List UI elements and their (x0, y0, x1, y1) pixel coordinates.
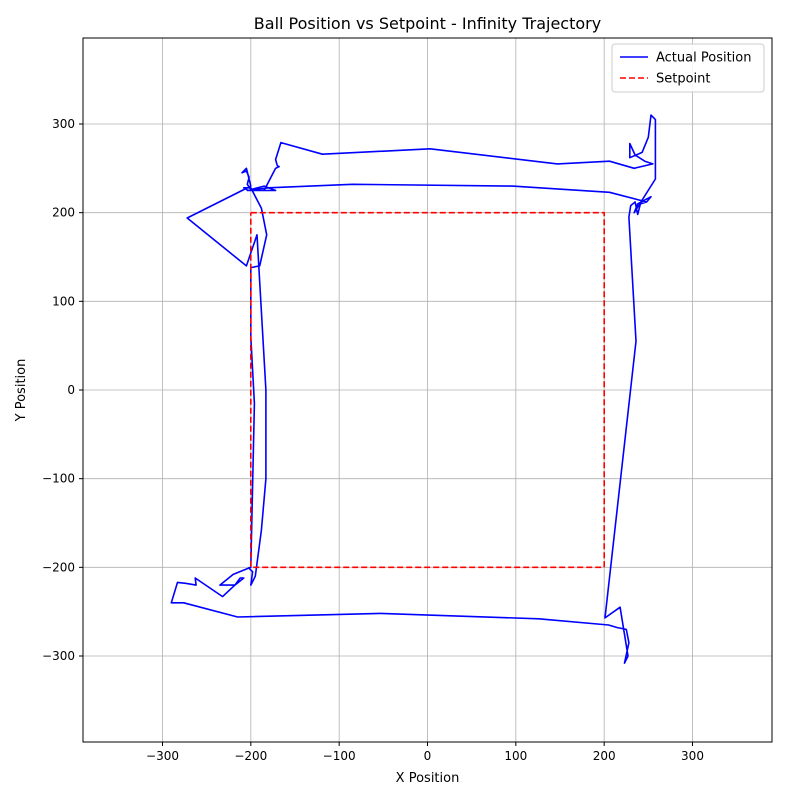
x-tick-label: 200 (593, 749, 616, 763)
y-tick-label: 200 (52, 206, 75, 220)
series-layer (170, 114, 657, 664)
legend-label: Setpoint (656, 72, 711, 87)
x-tick-label: 0 (424, 749, 432, 763)
y-axis-label: Y Position (14, 359, 29, 423)
legend: Actual Position Setpoint (611, 43, 765, 93)
y-tick-label: 300 (52, 117, 75, 131)
chart-title: Ball Position vs Setpoint - Infinity Tra… (254, 14, 601, 33)
y-tick-label: −100 (42, 472, 75, 486)
x-tick-label: −100 (323, 749, 356, 763)
y-tick-label: −300 (42, 649, 75, 663)
y-tick-label: 0 (67, 383, 75, 397)
series-line-setpoint (250, 211, 606, 569)
series-line-actual-position (170, 114, 657, 664)
x-tick-label: 100 (504, 749, 527, 763)
ticks: −300 −200 −100 0 100 200 300 −300 −200 −100 0 100 20… (42, 117, 704, 763)
legend-label: Actual Position (656, 51, 751, 66)
x-tick-label: −300 (146, 749, 179, 763)
y-tick-label: −200 (42, 560, 75, 574)
x-tick-label: 300 (681, 749, 704, 763)
y-tick-label: 100 (52, 294, 75, 308)
legend-box (611, 43, 765, 93)
x-axis-label: X Position (396, 771, 460, 786)
x-tick-label: −200 (234, 749, 267, 763)
